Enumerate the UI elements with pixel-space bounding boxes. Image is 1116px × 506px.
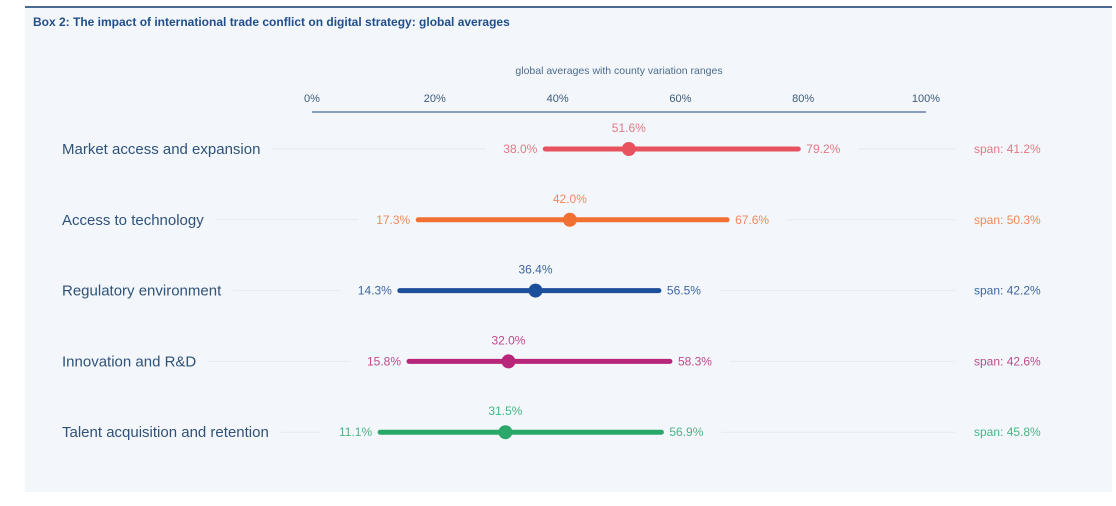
series-row: Talent acquisition and retention 11.1% 56.… xyxy=(62,404,1041,441)
average-value-label: 42.0% xyxy=(553,192,587,206)
average-dot xyxy=(501,354,516,369)
chart-box: Box 2: The impact of international trade… xyxy=(25,6,1112,492)
span-label: span: 50.3% xyxy=(974,213,1041,227)
category-label: Talent acquisition and retention xyxy=(62,424,269,441)
max-value-label: 67.6% xyxy=(735,213,769,227)
x-tick-label: 100% xyxy=(912,93,940,105)
span-label: span: 42.2% xyxy=(974,284,1041,298)
average-dot xyxy=(498,425,513,440)
average-value-label: 36.4% xyxy=(518,263,552,277)
x-tick-label: 80% xyxy=(792,93,814,105)
x-tick-label: 0% xyxy=(304,93,320,105)
average-value-label: 31.5% xyxy=(488,404,522,418)
average-dot xyxy=(562,212,577,227)
category-label: Access to technology xyxy=(62,212,204,229)
category-label: Market access and expansion xyxy=(62,141,260,158)
min-value-label: 11.1% xyxy=(339,425,372,439)
min-value-label: 14.3% xyxy=(358,284,392,298)
series-row: Access to technology 17.3% 67.6% 42.0% span:… xyxy=(62,192,1041,229)
chart-subtitle: global averages with county variation ra… xyxy=(515,65,722,77)
average-dot xyxy=(528,283,543,298)
max-value-label: 56.5% xyxy=(667,284,701,298)
average-value-label: 32.0% xyxy=(491,333,525,347)
x-tick-label: 40% xyxy=(547,93,569,105)
box-title: Box 2: The impact of international trade… xyxy=(33,15,510,29)
category-label: Regulatory environment xyxy=(62,283,222,300)
series-row: Regulatory environment 14.3% 56.5% 36.4% spa… xyxy=(62,263,1041,300)
series-row: Market access and expansion 38.0% 79.2% 51.… xyxy=(62,121,1041,158)
x-tick-label: 60% xyxy=(669,93,691,105)
max-value-label: 56.9% xyxy=(669,425,703,439)
average-dot xyxy=(621,142,636,156)
category-label: Innovation and R&D xyxy=(62,353,196,370)
span-label: span: 45.8% xyxy=(974,425,1041,439)
min-value-label: 38.0% xyxy=(503,142,537,156)
span-label: span: 42.6% xyxy=(974,354,1041,368)
max-value-label: 58.3% xyxy=(678,354,712,368)
average-value-label: 51.6% xyxy=(612,121,646,135)
x-tick-label: 20% xyxy=(424,93,446,105)
series-row: Innovation and R&D 15.8% 58.3% 32.0% span: 4… xyxy=(62,333,1041,370)
max-value-label: 79.2% xyxy=(806,142,840,156)
min-value-label: 15.8% xyxy=(367,354,401,368)
min-value-label: 17.3% xyxy=(376,213,410,227)
span-label: span: 41.2% xyxy=(974,142,1041,156)
